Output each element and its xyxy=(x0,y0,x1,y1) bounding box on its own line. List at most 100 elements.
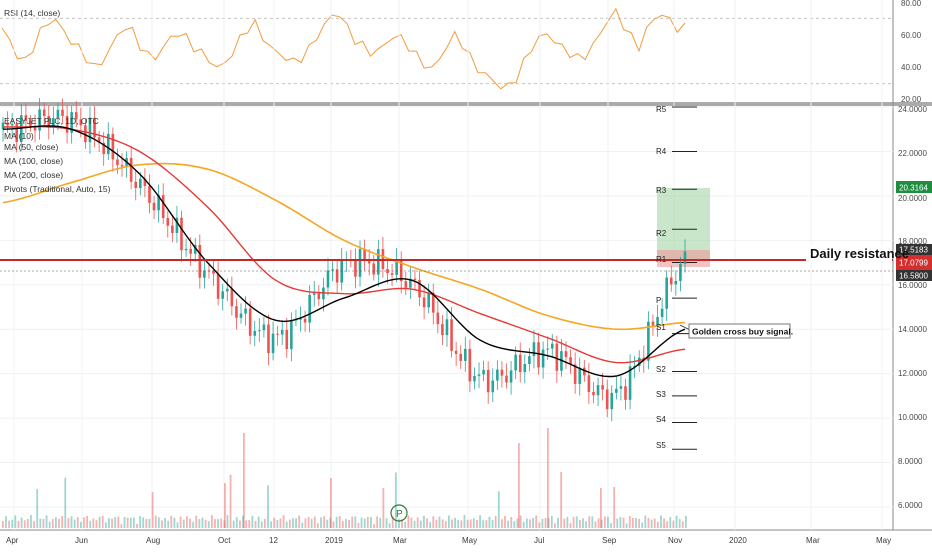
pivot-labels: R5 R4 R3 R2 R1 P S1 S2 S3 S4 S5 xyxy=(656,105,667,450)
price-tick: 8.0000 xyxy=(898,457,923,466)
candle-body xyxy=(674,280,678,285)
volume-bar xyxy=(86,515,89,528)
candle-body xyxy=(65,115,69,133)
volume-bar xyxy=(532,517,534,528)
candle-body xyxy=(450,319,453,351)
tradingview-logo: P xyxy=(390,504,408,522)
candle-body xyxy=(111,133,115,160)
candle-body xyxy=(285,329,289,350)
volume-bar xyxy=(603,516,606,528)
volume-bar xyxy=(276,519,279,528)
x-tick: Jul xyxy=(534,536,544,545)
volume-bar xyxy=(33,521,35,528)
volume-bar xyxy=(513,521,516,528)
volume-bar xyxy=(285,521,288,528)
volume-bar xyxy=(588,516,591,528)
candle-body xyxy=(42,109,46,116)
candle-body xyxy=(340,260,344,283)
candle-body xyxy=(139,178,142,189)
volume-bar xyxy=(235,517,238,528)
candle-body xyxy=(116,159,119,166)
ma10-line xyxy=(2,125,686,378)
pivot-label-r2: R2 xyxy=(656,229,667,238)
volume-bar xyxy=(73,519,76,528)
volume-bar xyxy=(76,517,79,528)
volume-bar xyxy=(466,519,469,528)
price-badge-r1: 17.5183 xyxy=(896,244,932,255)
candle-body xyxy=(656,316,659,326)
candle-body xyxy=(299,318,302,320)
candle-body xyxy=(468,348,472,382)
volume-bar xyxy=(120,524,123,528)
candle-body xyxy=(386,269,389,274)
volume-bar xyxy=(494,515,497,528)
candle-body xyxy=(317,293,321,300)
golden-cross-label: Golden cross buy signal. xyxy=(692,327,793,337)
volume-bar xyxy=(578,519,581,528)
volume-bar xyxy=(382,487,385,528)
candle-body xyxy=(473,375,476,382)
legend-ma10: MA (10) xyxy=(4,131,34,141)
candle-body xyxy=(326,270,330,288)
candle-body xyxy=(367,261,371,264)
volume-bar xyxy=(516,518,519,528)
volume-bar xyxy=(70,516,73,528)
volume-bar xyxy=(600,488,602,528)
volume-bar xyxy=(136,523,138,528)
volume-bar xyxy=(270,521,273,528)
volume-bar xyxy=(607,516,609,528)
volume-bar xyxy=(457,519,460,528)
volume-bar xyxy=(83,517,85,528)
volume-bar xyxy=(426,518,428,528)
rsi-tick: 80.00 xyxy=(901,0,922,8)
volume-bar xyxy=(282,515,285,528)
candle-body xyxy=(38,109,41,131)
pivot-label-s3: S3 xyxy=(656,390,666,399)
candle-body xyxy=(500,369,504,376)
candle-body xyxy=(683,251,687,264)
candle-body xyxy=(651,321,655,326)
volume-bar xyxy=(685,515,687,528)
volume-bar xyxy=(541,518,544,528)
volume-bar xyxy=(572,516,575,528)
volume-bar xyxy=(329,517,332,528)
volume-bar xyxy=(161,520,163,528)
volume-bar xyxy=(17,520,20,528)
volume-bar xyxy=(182,519,185,528)
volume-bar xyxy=(341,521,344,528)
pivot-label-r4: R4 xyxy=(656,147,667,156)
candle-body xyxy=(390,273,394,275)
candle-body xyxy=(312,293,316,295)
volume-bar xyxy=(500,519,503,528)
candle-body xyxy=(52,118,55,128)
volume-bar xyxy=(610,523,612,528)
volume-bar xyxy=(51,519,54,528)
candle-body xyxy=(88,117,92,143)
candle-body xyxy=(550,343,554,349)
candle-body xyxy=(290,320,293,350)
x-tick: Sep xyxy=(602,536,617,545)
candle-body xyxy=(491,380,495,393)
candle-body xyxy=(143,178,147,186)
price-tick: 16.0000 xyxy=(898,281,927,290)
volume-bar xyxy=(245,520,248,528)
candle-body xyxy=(422,297,426,308)
candle-body xyxy=(171,225,174,234)
volume-bar xyxy=(167,520,170,528)
volume-bar xyxy=(2,521,4,528)
volume-bar xyxy=(186,516,188,528)
volume-bar xyxy=(557,517,559,528)
golden-cross-annotation: Golden cross buy signal. xyxy=(679,323,793,339)
candle-body xyxy=(528,356,531,365)
volume-bar xyxy=(681,521,684,528)
volume-bar xyxy=(663,518,665,528)
volume-bar xyxy=(672,520,675,528)
volume-bar xyxy=(638,518,641,528)
volume-bar xyxy=(164,518,166,528)
candle-body xyxy=(106,133,110,155)
candle-body xyxy=(505,375,508,383)
volume-bar xyxy=(189,518,191,528)
candle-body xyxy=(592,391,595,396)
volume-bar xyxy=(224,483,226,528)
